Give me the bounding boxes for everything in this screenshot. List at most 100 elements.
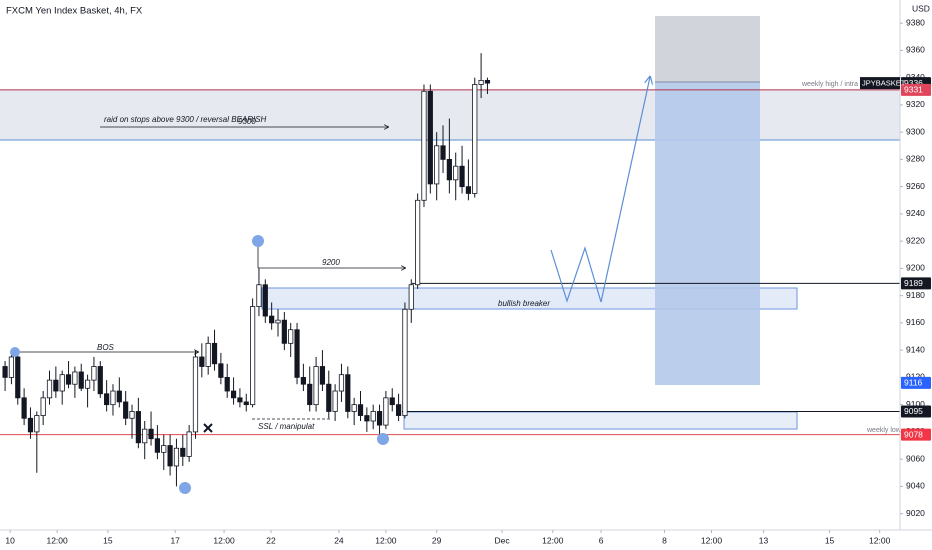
candle-body (326, 383, 332, 412)
candle-body (91, 366, 97, 381)
y-tick-label: 9320 (906, 99, 925, 109)
y-tick-label: 9380 (906, 17, 925, 27)
swing-point (179, 482, 191, 494)
y-tick-label: 9240 (906, 208, 925, 218)
y-tick-label: 9140 (906, 344, 925, 354)
candle-body (167, 445, 173, 467)
candle-body (262, 284, 268, 317)
x-tick-label: 17 (170, 535, 180, 545)
price-label: 9189 (904, 278, 923, 288)
candle-body (434, 145, 440, 185)
candle-body (421, 90, 427, 201)
candle-body (8, 356, 15, 378)
x-tick-label: 12:00 (213, 535, 235, 545)
candle-body (72, 371, 78, 385)
candle-body (465, 186, 472, 194)
candle-body (148, 428, 154, 440)
x-tick-label: 15 (825, 535, 835, 545)
swing-point (10, 347, 20, 357)
price-label-box (901, 83, 931, 96)
candle-body (237, 397, 243, 403)
y-tick-label: 9180 (906, 290, 925, 300)
symbol-label: JPYBASKET (862, 79, 906, 88)
price-label: 9116 (904, 378, 923, 388)
annotation: weekly high / intra (801, 81, 858, 88)
candle-body (415, 199, 421, 286)
x-tick-label: 12:00 (375, 535, 397, 545)
candle-body (427, 90, 433, 185)
price-label: 9336 (904, 78, 923, 88)
candle-body (243, 401, 249, 406)
x-tick-label: 22 (266, 535, 276, 545)
annotation: weekly low (866, 427, 902, 434)
y-tick-label: 9040 (906, 481, 925, 491)
swing-point (252, 235, 264, 247)
candle-body (269, 315, 275, 324)
candle-body (186, 431, 192, 457)
y-tick-label: 9100 (906, 399, 925, 409)
x-tick-label: 10 (5, 535, 15, 545)
y-tick-label: 9060 (906, 453, 925, 463)
price-label-box (901, 277, 931, 290)
y-tick-label: 9300 (906, 126, 925, 136)
y-tick-label: 9220 (906, 235, 925, 245)
candle-body (104, 393, 110, 406)
x-tick-label: 24 (334, 535, 344, 545)
price-label-box (901, 376, 931, 389)
candle-body (256, 284, 262, 307)
candle-body (250, 306, 256, 406)
candle-body (313, 366, 319, 406)
annotation: 9200 (322, 258, 340, 267)
x-tick-label: 15 (103, 535, 113, 545)
demand-zone (403, 411, 798, 430)
candle-body (440, 145, 446, 160)
candle-body (59, 374, 65, 392)
annotation: bullish breaker (498, 299, 550, 308)
swing-point (377, 433, 389, 445)
candle-body (453, 165, 459, 181)
candle-body (446, 159, 452, 181)
y-tick-label: 9340 (906, 72, 925, 82)
annotation: BOS (97, 343, 115, 352)
price-label-box (901, 428, 931, 441)
candle-body (21, 397, 27, 419)
candle-body (40, 397, 46, 416)
price-label: 9331 (904, 85, 923, 95)
candle-body (65, 374, 72, 385)
y-tick-label: 9020 (906, 508, 925, 518)
candle-body (135, 411, 141, 444)
x-tick-label: 29 (432, 535, 442, 545)
candle-body (78, 371, 84, 389)
candle-body (154, 438, 161, 453)
axes: 9020904090609080910091209140916091809200… (5, 17, 931, 545)
candle-body (15, 356, 21, 399)
candle-body (345, 374, 351, 412)
candle-body (484, 79, 491, 84)
candle-body (402, 308, 408, 416)
price-label: 9078 (904, 429, 923, 439)
candle-body (408, 284, 414, 310)
candle-body (53, 379, 59, 392)
y-tick-label: 9120 (906, 372, 925, 382)
x-tick-label: 12:00 (869, 535, 891, 545)
x-tick-label: 12:00 (46, 535, 68, 545)
candle-body (173, 447, 180, 467)
candle-body (275, 319, 281, 324)
candle-body (383, 397, 389, 426)
candle-body (123, 401, 129, 419)
candle-body (357, 404, 364, 416)
candle-body (110, 390, 116, 406)
projection-path (550, 77, 650, 303)
candle-body (472, 84, 478, 194)
candle-body (34, 415, 40, 433)
y-tick-label: 9200 (906, 263, 925, 273)
x-mark (203, 423, 213, 433)
candle-body (199, 356, 205, 367)
candle-body (459, 165, 465, 188)
chart-title: FXCM Yen Index Basket, 4h, FX (6, 6, 143, 17)
candle-body (27, 417, 34, 433)
candle-body (294, 329, 300, 378)
candle-body (300, 377, 306, 385)
candle-body (84, 379, 91, 389)
